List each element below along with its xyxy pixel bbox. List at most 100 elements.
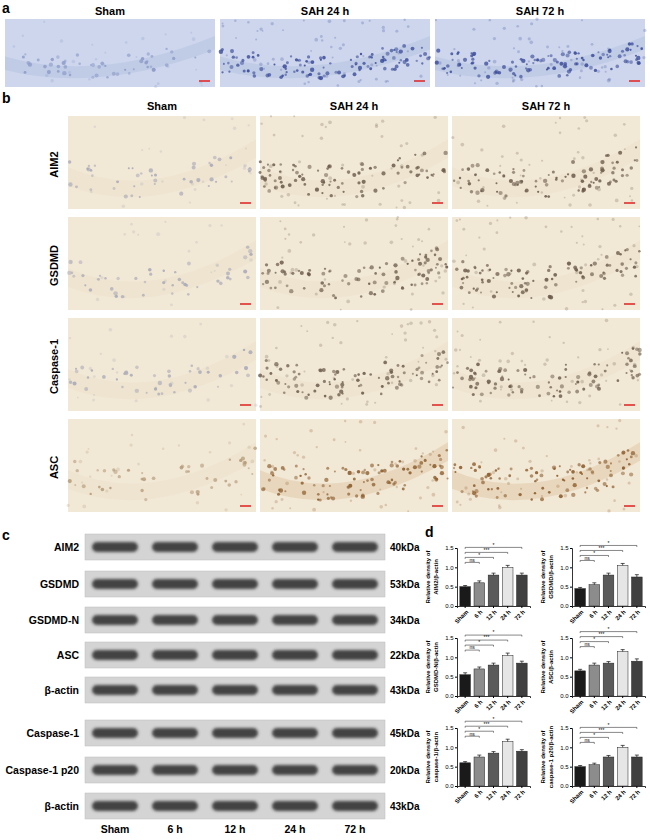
cell-dot [423,52,427,56]
blot-size: 45kDa [390,728,420,739]
cell-dot [293,377,296,380]
cell-dot [446,72,448,74]
cell-dot [444,263,446,265]
cell-dot [628,42,631,45]
cell-dot [634,261,637,264]
cell-dot [581,19,583,21]
cell-dot [135,56,137,58]
cell-dot [82,484,86,488]
cell-dot [634,454,638,458]
cell-dot [596,489,599,492]
tick-mark [608,606,609,608]
column-header: Sham [147,100,177,112]
cell-dot [625,362,628,365]
cell-dot [381,385,384,388]
cell-dot [632,244,635,247]
tick-mark [594,606,595,608]
cell-dot [601,53,605,57]
cell-dot [438,257,442,261]
cell-dot [195,69,197,71]
cell-dot [627,449,630,452]
cell-dot [470,356,472,358]
image-background [68,318,256,411]
cell-dot [577,189,579,191]
tick-mark [479,606,480,608]
cell-dot [498,506,502,510]
cell-dot [588,203,592,207]
cell-dot [287,193,291,197]
cell-dot [273,467,277,471]
cell-dot [620,262,624,266]
cell-dot [320,281,324,285]
cell-dot [251,460,255,464]
cell-dot [551,400,553,402]
cell-dot [135,399,138,402]
cell-dot [427,272,429,274]
cell-dot [434,116,437,119]
cell-dot [68,378,70,380]
cell-dot [619,270,622,273]
cell-dot [621,471,625,475]
cell-dot [603,482,607,486]
cell-dot [457,63,461,67]
cell-dot [396,171,399,174]
cell-dot [465,254,467,256]
cell-dot [390,240,394,244]
axis-line [458,607,531,609]
cell-dot [605,154,608,157]
cell-dot [84,284,86,286]
error-bar [506,565,510,567]
cell-dot [491,488,493,490]
cell-dot [585,119,588,122]
cell-dot [467,492,470,495]
cell-dot [456,52,459,55]
cell-dot [290,55,292,57]
blot-band [92,685,138,695]
cell-dot [503,274,507,278]
cell-dot [360,489,362,491]
bar [517,575,528,606]
cell-dot [529,377,531,379]
cell-dot [621,352,623,354]
cell-dot [149,168,153,172]
cell-dot [617,454,620,457]
cell-dot [297,59,299,61]
cell-dot [101,63,105,67]
cell-dot [459,349,461,351]
cell-dot [631,199,634,202]
cell-dot [188,470,190,472]
cell-dot [625,267,628,270]
cell-dot [580,179,583,182]
blot-band [92,801,138,811]
cell-dot [361,494,365,498]
cell-dot [279,368,282,371]
cell-dot [493,37,496,40]
cell-dot [472,462,476,466]
cell-dot [156,232,160,236]
cell-dot [593,172,595,174]
cell-dot [487,382,489,384]
cell-dot [267,272,270,275]
cell-dot [437,271,440,274]
cell-dot [552,170,555,173]
cell-dot [635,265,638,268]
cell-dot [581,276,585,280]
cell-dot [504,494,507,497]
cell-dot [424,261,427,264]
cell-dot [199,323,202,326]
cell-dot [480,190,482,192]
cell-dot [196,286,198,288]
cell-dot [619,225,621,227]
cell-dot [552,465,556,469]
cell-dot [363,241,367,245]
cell-dot [214,270,216,272]
cell-dot [562,479,564,481]
cell-dot [259,67,263,71]
cell-dot [424,459,427,462]
cell-dot [328,184,330,186]
cell-dot [191,183,194,186]
cell-dot [342,43,345,46]
error-bar [463,586,467,587]
cell-dot [381,120,384,123]
cell-dot [479,400,482,403]
